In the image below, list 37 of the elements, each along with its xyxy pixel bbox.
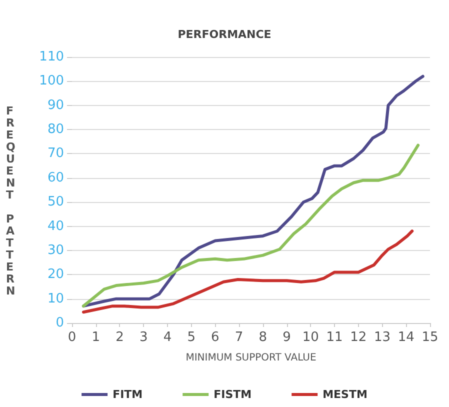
x-tick-label: 11 xyxy=(326,330,343,345)
legend-label: MESTM xyxy=(322,388,368,401)
x-tick-label: 9 xyxy=(282,330,291,345)
y-tick-label: 40 xyxy=(47,218,64,234)
y-tick-label: 20 xyxy=(47,267,64,282)
x-tick-label: 14 xyxy=(398,330,414,345)
y-tick-label: 90 xyxy=(47,98,64,113)
x-tick-label: 13 xyxy=(374,330,391,345)
line-series xyxy=(82,144,420,308)
x-tick-label: 7 xyxy=(234,330,244,345)
x-tick-label: 1 xyxy=(92,330,100,345)
y-tick-label: 0 xyxy=(56,316,64,330)
y-tick-label: 10 xyxy=(47,291,64,306)
x-tick-label: 10 xyxy=(302,330,319,345)
x-tick-label: 8 xyxy=(258,330,268,345)
y-tick-label: 80 xyxy=(47,122,64,138)
x-tick-label: 2 xyxy=(116,330,124,345)
y-tick-label: 70 xyxy=(47,146,64,162)
x-tick-label: 15 xyxy=(422,330,438,345)
x-tick-label: 3 xyxy=(139,330,148,345)
x-tick-label: 5 xyxy=(187,330,196,345)
y-tick-label: 50 xyxy=(47,194,64,210)
y-tick-label: 30 xyxy=(47,242,64,258)
y-tick-label: 110 xyxy=(39,50,64,64)
chart-title: PERFORMANCE xyxy=(178,28,272,41)
y-tick-label: 100 xyxy=(39,74,64,89)
x-tick-label: 4 xyxy=(163,330,172,345)
line-series xyxy=(82,74,424,308)
x-axis-title: MINIMUM SUPPORT VALUE xyxy=(186,352,316,364)
x-tick-label: 0 xyxy=(68,330,76,345)
legend-label: FISTM xyxy=(214,388,252,401)
y-tick-label: 60 xyxy=(47,170,64,186)
x-tick-label: 12 xyxy=(350,330,367,345)
text: FREQUENT PATTERN xyxy=(6,104,16,298)
legend-label: FITM xyxy=(112,388,143,401)
x-tick-label: 6 xyxy=(211,330,220,345)
line-series xyxy=(82,230,414,314)
